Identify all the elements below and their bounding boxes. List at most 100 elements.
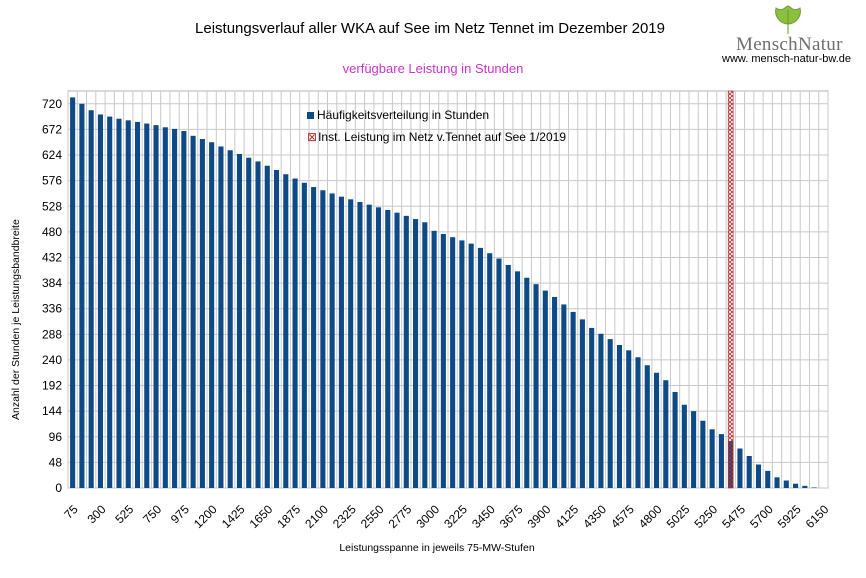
x-tick-label: 1650: [247, 502, 276, 531]
bar: [292, 178, 298, 489]
bar: [459, 240, 465, 488]
bar: [811, 487, 817, 488]
x-tick-label: 3450: [469, 502, 498, 531]
legend-swatch-hatch-icon: ⊠: [307, 130, 318, 144]
bar: [524, 277, 530, 488]
bar: [394, 212, 400, 488]
bar: [598, 333, 604, 488]
y-tick-label: 480: [42, 225, 62, 239]
bar: [79, 103, 85, 488]
x-tick-label: 525: [112, 502, 136, 526]
bar: [579, 319, 585, 488]
bar: [199, 139, 205, 488]
bar: [273, 169, 280, 488]
bar: [116, 118, 122, 488]
bar: [255, 161, 261, 488]
legend-label-series: Häufigkeitsverteilung in Stunden: [317, 108, 490, 122]
bar: [737, 448, 743, 488]
chart-title-text: Leistungsverlauf aller WKA auf See im Ne…: [195, 20, 665, 37]
y-tick-label: 384: [42, 276, 62, 290]
bar: [616, 344, 623, 488]
bar: [375, 207, 382, 489]
bar: [264, 165, 270, 489]
chart-subtitle: verfügbare Leistung in Stunden: [0, 61, 866, 76]
bar: [422, 222, 428, 489]
y-tick-label: 240: [42, 353, 62, 367]
bar: [385, 209, 391, 488]
bar: [97, 114, 103, 489]
x-tick-label: 6150: [803, 502, 832, 531]
bar: [311, 187, 317, 488]
x-tick-label: 4125: [552, 502, 581, 531]
x-tick-label: 1425: [219, 502, 248, 531]
brand-logo: MenschNatur www. mensch-natur-bw.de: [722, 4, 862, 68]
x-tick-label: 5475: [719, 502, 748, 531]
bar: [542, 290, 548, 488]
bar: [663, 380, 669, 488]
bar: [635, 357, 641, 488]
bar: [681, 404, 687, 488]
bar: [718, 434, 724, 488]
y-axis-label: Anzahl der Stunden je Leistungsbandbreit…: [10, 219, 22, 420]
y-tick-label: 576: [42, 174, 62, 188]
x-tick-label: 3000: [413, 502, 442, 531]
x-tick-label: 1200: [191, 502, 220, 531]
x-tick-label: 5250: [691, 502, 720, 531]
y-tick-label: 192: [42, 379, 62, 393]
bar: [190, 135, 196, 489]
bar: [783, 480, 789, 488]
bar: [227, 150, 233, 488]
y-tick-label: 672: [42, 122, 62, 136]
bar: [329, 193, 335, 489]
bar: [172, 128, 178, 489]
bar: [218, 146, 224, 488]
y-tick-label: 528: [42, 199, 62, 213]
x-tick-label: 2550: [358, 502, 387, 531]
x-tick-label: 4575: [608, 502, 637, 531]
legend-item-series: Häufigkeitsverteilung in Stunden: [307, 104, 566, 126]
x-tick-label: 5925: [775, 502, 804, 531]
y-tick-label: 0: [55, 481, 62, 495]
bar: [561, 304, 567, 488]
x-tick-label: 300: [84, 502, 108, 526]
chart-legend: Häufigkeitsverteilung in Stunden ⊠ Inst.…: [307, 104, 566, 148]
bar: [589, 327, 595, 488]
x-tick-label: 3225: [441, 502, 470, 531]
bar: [301, 182, 307, 488]
y-tick-label: 96: [49, 430, 63, 444]
bar: [357, 201, 363, 488]
x-tick-label: 75: [61, 502, 81, 522]
bar: [70, 97, 76, 488]
bar: [802, 485, 808, 488]
bar: [746, 455, 752, 488]
bar: [134, 121, 141, 489]
bar: [653, 372, 660, 488]
chart-title: Leistungsverlauf aller WKA auf See im Ne…: [0, 20, 866, 37]
bar: [450, 237, 456, 488]
bar: [533, 284, 539, 488]
x-tick-label: 1875: [274, 502, 303, 531]
bar: [236, 153, 243, 488]
bar: [505, 264, 511, 488]
y-tick-label: 720: [42, 97, 62, 111]
y-tick-label: 48: [49, 455, 63, 469]
bar: [246, 157, 252, 489]
bar: [570, 311, 576, 488]
bar: [487, 253, 493, 488]
bar: [144, 123, 150, 488]
bar: [107, 116, 113, 488]
bar: [431, 230, 437, 488]
x-axis-label: Leistungsspanne in jeweils 75-MW-Stufen: [339, 542, 535, 554]
bar: [691, 411, 697, 488]
bar: [153, 125, 159, 488]
x-tick-label: 4800: [636, 502, 665, 531]
bar: [672, 391, 678, 488]
bar: [477, 247, 483, 488]
x-tick-label: 750: [140, 502, 164, 526]
y-tick-label: 432: [42, 250, 62, 264]
y-tick-label: 144: [42, 404, 62, 418]
bar: [366, 204, 372, 488]
x-tick-label: 2100: [302, 502, 331, 531]
bar: [755, 464, 762, 488]
